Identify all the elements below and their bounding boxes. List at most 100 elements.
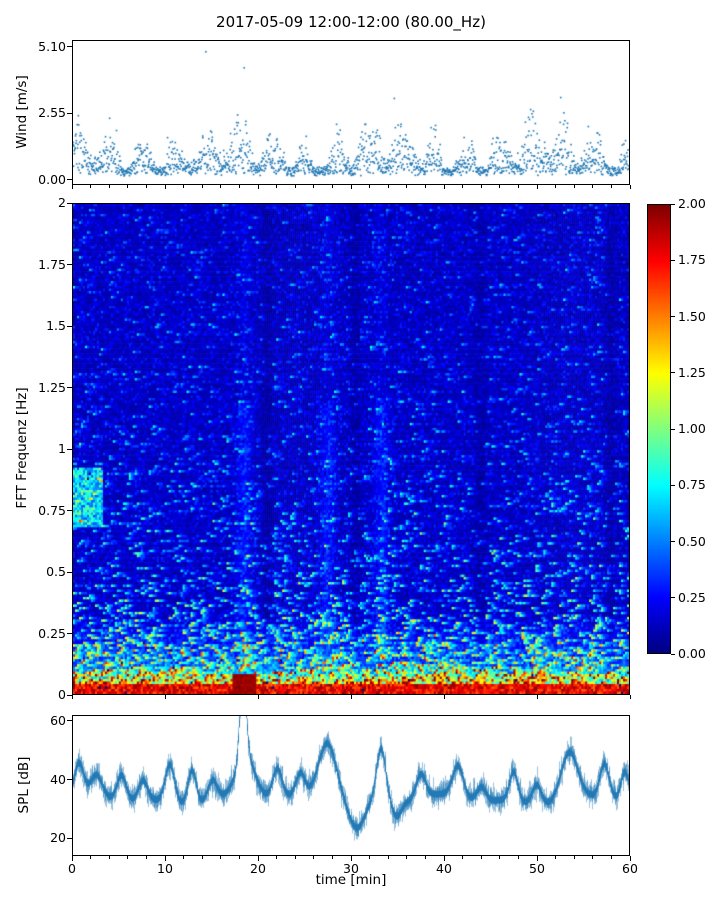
spl-xminortick-mark xyxy=(238,856,240,859)
colorbar-tick-label: 2.00 xyxy=(678,196,706,211)
wind-xminortick-mark xyxy=(238,185,240,188)
fft-xtick-mark xyxy=(257,695,259,699)
wind-xminortick-mark xyxy=(331,185,333,188)
fft-ytick-mark xyxy=(67,202,72,204)
wind-ytick-label: 0.00 xyxy=(38,171,66,187)
wind-xtick-mark xyxy=(257,185,259,189)
wind-xminortick-mark xyxy=(369,185,371,188)
colorbar-tick-label: 1.00 xyxy=(678,421,706,436)
wind-xminortick-mark xyxy=(108,185,110,188)
wind-xtick-mark xyxy=(350,185,352,189)
spl-xminortick-mark xyxy=(220,856,222,859)
time-xtick-mark xyxy=(350,856,352,861)
spl-ytick-mark xyxy=(67,720,72,722)
time-xtick-label: 40 xyxy=(436,861,452,876)
spl-xminortick-mark xyxy=(573,856,575,859)
wind-xminortick-mark xyxy=(406,185,408,188)
spl-ytick-mark xyxy=(67,779,72,781)
colorbar-tick-mark xyxy=(671,597,675,599)
colorbar-tick-label: 1.75 xyxy=(678,252,706,268)
time-xtick-mark xyxy=(257,856,259,861)
spl-xminortick-mark xyxy=(462,856,464,859)
colorbar-tick-mark xyxy=(671,316,675,317)
spl-xminortick-mark xyxy=(145,856,147,859)
spectrogram-axes xyxy=(72,203,630,695)
spl-xminortick-mark xyxy=(499,856,501,859)
spl-xminortick-mark xyxy=(183,856,185,859)
spl-xminortick-mark xyxy=(369,856,371,859)
time-xtick-mark xyxy=(71,856,73,861)
colorbar-tick-label: 1.25 xyxy=(678,364,706,380)
spl-xminortick-mark xyxy=(610,856,612,859)
fft-ytick-mark xyxy=(67,510,72,511)
wind-xminortick-mark xyxy=(480,185,482,188)
wind-ytick-label: 2.55 xyxy=(38,105,66,121)
wind-xminortick-mark xyxy=(276,185,278,188)
fft-xtick-mark xyxy=(536,695,538,699)
wind-scatter-canvas xyxy=(73,41,629,184)
wind-axes xyxy=(72,40,630,185)
colorbar-tick-label: 0.50 xyxy=(678,533,706,549)
spl-xminortick-mark xyxy=(313,856,315,859)
wind-ytick-mark xyxy=(67,112,72,114)
spl-xminortick-mark xyxy=(480,856,482,859)
wind-xtick-mark xyxy=(71,185,73,189)
time-xlabel: time [min] xyxy=(315,872,387,888)
wind-xminortick-mark xyxy=(145,185,147,188)
time-xtick-label: 60 xyxy=(622,861,638,876)
colorbar-tick-label: 1.50 xyxy=(678,308,706,324)
spl-xminortick-mark xyxy=(517,856,519,859)
wind-xminortick-mark xyxy=(183,185,185,188)
wind-xminortick-mark xyxy=(220,185,222,188)
fft-xtick-mark xyxy=(443,695,445,699)
fft-ytick-mark xyxy=(67,387,72,388)
fft-xtick-mark xyxy=(71,695,73,699)
fft-ytick-mark xyxy=(67,325,72,327)
time-xtick-label: 20 xyxy=(250,861,266,876)
colorbar-tick-mark xyxy=(671,541,675,542)
spl-xminortick-mark xyxy=(406,856,408,859)
colorbar-canvas xyxy=(648,205,670,653)
colorbar-tick-label: 0.00 xyxy=(678,646,706,661)
fft-ytick-mark xyxy=(67,264,72,265)
spl-ytick-mark xyxy=(67,837,72,839)
wind-xtick-mark xyxy=(443,185,445,189)
spl-ytick-label: 40 xyxy=(50,771,66,787)
time-xtick-mark xyxy=(443,856,445,861)
fft-xtick-mark xyxy=(164,695,166,699)
time-xtick-mark xyxy=(164,856,166,861)
wind-xminortick-mark xyxy=(592,185,594,188)
figure-title: 2017-05-09 12:00-12:00 (80.00_Hz) xyxy=(216,13,486,31)
spectrogram-canvas xyxy=(73,204,629,694)
colorbar-tick-label: 0.75 xyxy=(678,477,706,493)
spl-ytick-label: 20 xyxy=(50,830,66,846)
fft-xtick-mark xyxy=(629,695,631,699)
colorbar-tick-mark xyxy=(671,203,675,205)
spl-xminortick-mark xyxy=(424,856,426,859)
fft-ytick-mark xyxy=(67,694,72,696)
time-xtick-label: 10 xyxy=(157,861,173,876)
spl-xminortick-mark xyxy=(555,856,557,859)
colorbar-tick-mark xyxy=(671,372,675,374)
wind-xminortick-mark xyxy=(387,185,389,188)
fft-ytick-label: 2 xyxy=(58,195,66,210)
wind-xminortick-mark xyxy=(499,185,501,188)
time-xtick-mark xyxy=(629,856,631,861)
wind-xminortick-mark xyxy=(462,185,464,188)
fft-ytick-label: 1.75 xyxy=(38,256,66,272)
spl-xminortick-mark xyxy=(108,856,110,859)
wind-xminortick-mark xyxy=(555,185,557,188)
spl-axes xyxy=(72,715,630,856)
wind-ytick-mark xyxy=(67,179,72,181)
fft-ytick-mark xyxy=(67,571,72,573)
time-xtick-label: 30 xyxy=(343,861,359,876)
colorbar-tick-mark xyxy=(671,428,675,430)
wind-xtick-mark xyxy=(164,185,166,189)
wind-ytick-label: 5.10 xyxy=(38,38,66,54)
fft-ytick-label: 1.25 xyxy=(38,379,66,395)
time-xtick-label: 50 xyxy=(529,861,545,876)
wind-xminortick-mark xyxy=(90,185,92,188)
spl-xminortick-mark xyxy=(592,856,594,859)
spl-xminortick-mark xyxy=(276,856,278,859)
wind-xminortick-mark xyxy=(573,185,575,188)
